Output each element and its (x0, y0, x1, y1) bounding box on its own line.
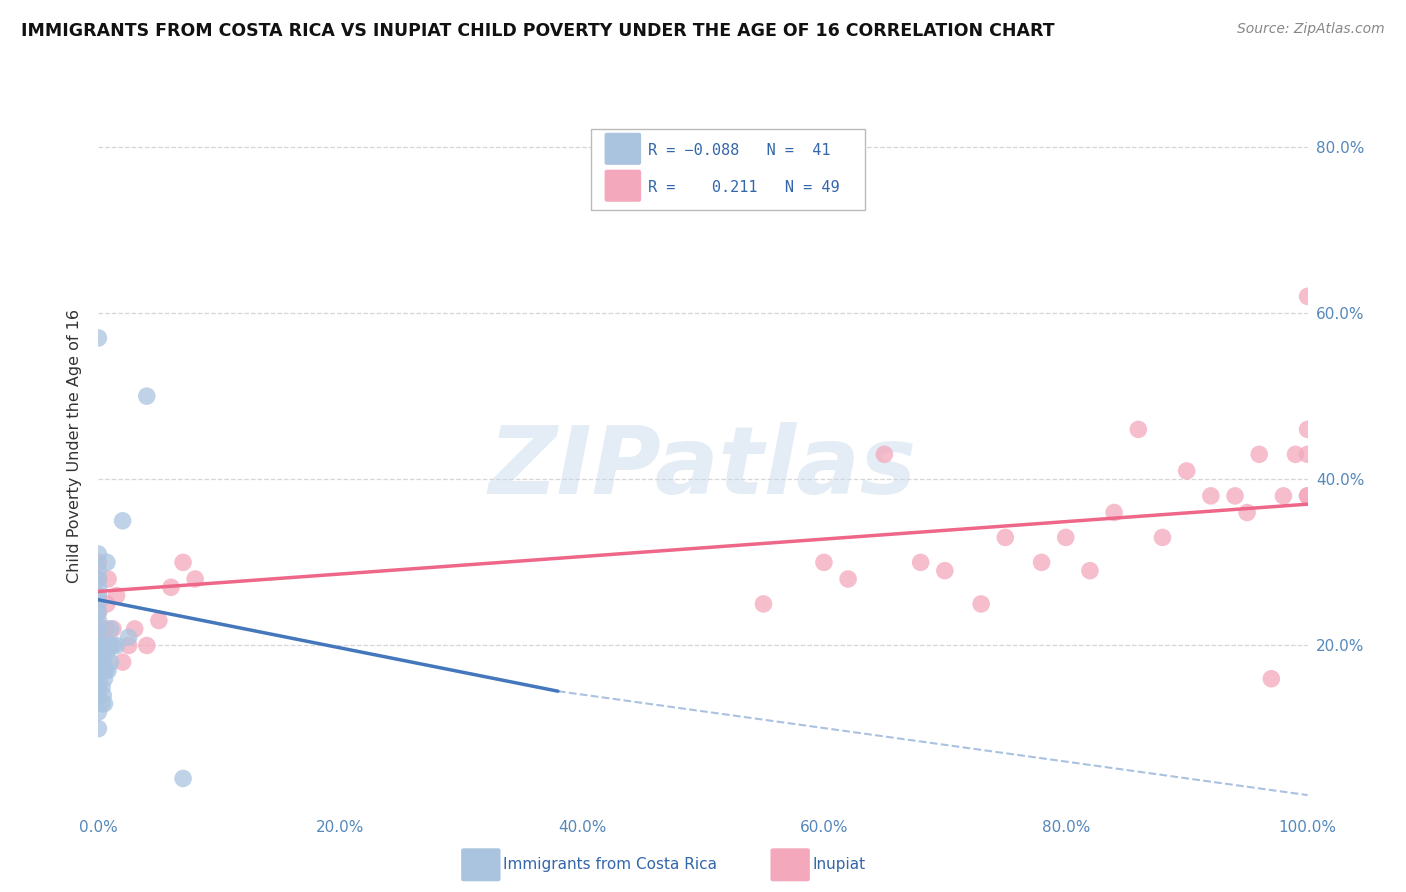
Point (87, 664, 110, 678)
Point (135, 389, 157, 403)
Point (87, 564, 110, 578)
Point (87, 589, 110, 603)
Point (111, 655, 134, 669)
Point (1296, 489, 1319, 503)
Point (93, 697, 115, 711)
Point (160, 580, 183, 594)
Point (94, 622, 117, 636)
Point (1272, 489, 1295, 503)
Point (970, 597, 993, 611)
Point (873, 447, 896, 461)
Point (124, 622, 146, 636)
Point (148, 614, 170, 628)
Point (1078, 564, 1101, 578)
Point (1031, 555, 1053, 569)
Point (87, 630, 110, 644)
Point (91, 639, 114, 653)
Point (87, 705, 110, 719)
Point (87, 622, 110, 636)
Point (87, 689, 110, 703)
Point (101, 622, 124, 636)
Text: IMMIGRANTS FROM COSTA RICA VS INUPIAT CHILD POVERTY UNDER THE AGE OF 16 CORRELAT: IMMIGRANTS FROM COSTA RICA VS INUPIAT CH… (21, 22, 1054, 40)
Point (87, 555, 110, 569)
Point (118, 639, 141, 653)
Point (94, 639, 117, 653)
Point (96, 555, 118, 569)
Point (172, 772, 194, 786)
Point (91, 664, 114, 678)
Point (1236, 506, 1258, 520)
Point (813, 555, 835, 569)
Point (934, 564, 956, 578)
Point (87, 547, 110, 561)
Point (1296, 422, 1319, 436)
Point (1296, 289, 1319, 303)
Point (1296, 447, 1319, 461)
Point (111, 514, 134, 528)
Point (1152, 530, 1174, 544)
Y-axis label: Child Poverty Under the Age of 16: Child Poverty Under the Age of 16 (67, 309, 83, 583)
Point (184, 572, 207, 586)
Point (87, 614, 110, 628)
Point (87, 572, 110, 586)
Point (135, 639, 157, 653)
Point (105, 589, 128, 603)
Point (94, 664, 117, 678)
Point (97, 664, 120, 678)
Point (118, 630, 141, 644)
Point (91, 655, 114, 669)
Point (91, 697, 114, 711)
Text: Inupiat: Inupiat (813, 857, 866, 871)
Point (1284, 447, 1306, 461)
Point (1128, 422, 1150, 436)
Text: R =    0.211   N = 49: R = 0.211 N = 49 (648, 179, 839, 194)
Point (87, 580, 110, 594)
Point (93, 655, 115, 669)
Text: ZIPatlas: ZIPatlas (489, 422, 917, 514)
Point (1199, 489, 1222, 503)
Point (87, 572, 110, 586)
Text: Immigrants from Costa Rica: Immigrants from Costa Rica (503, 857, 717, 871)
Point (87, 722, 110, 736)
Point (91, 622, 114, 636)
Point (994, 530, 1017, 544)
Point (98, 639, 121, 653)
Point (101, 639, 124, 653)
Point (87, 680, 110, 694)
Point (172, 555, 194, 569)
Point (1102, 506, 1125, 520)
Point (87, 622, 110, 636)
Point (1249, 447, 1271, 461)
Point (91, 689, 114, 703)
Point (1175, 464, 1198, 478)
Point (87, 597, 110, 611)
Point (96, 647, 118, 661)
Point (910, 555, 932, 569)
Point (1296, 489, 1319, 503)
Text: Source: ZipAtlas.com: Source: ZipAtlas.com (1237, 22, 1385, 37)
Point (87, 672, 110, 686)
Point (87, 589, 110, 603)
Point (96, 597, 118, 611)
Point (93, 672, 115, 686)
Text: R = −0.088   N =  41: R = −0.088 N = 41 (648, 143, 831, 158)
Point (105, 639, 128, 653)
Point (87, 639, 110, 653)
Point (87, 647, 110, 661)
Point (100, 655, 122, 669)
Point (1260, 672, 1282, 686)
Point (87, 605, 110, 619)
Point (1223, 489, 1246, 503)
Point (87, 331, 110, 345)
Point (91, 680, 114, 694)
Point (87, 655, 110, 669)
Point (100, 639, 122, 653)
Point (97, 572, 120, 586)
Point (837, 572, 859, 586)
Point (1054, 530, 1077, 544)
Point (752, 597, 775, 611)
Point (87, 605, 110, 619)
Point (100, 622, 122, 636)
